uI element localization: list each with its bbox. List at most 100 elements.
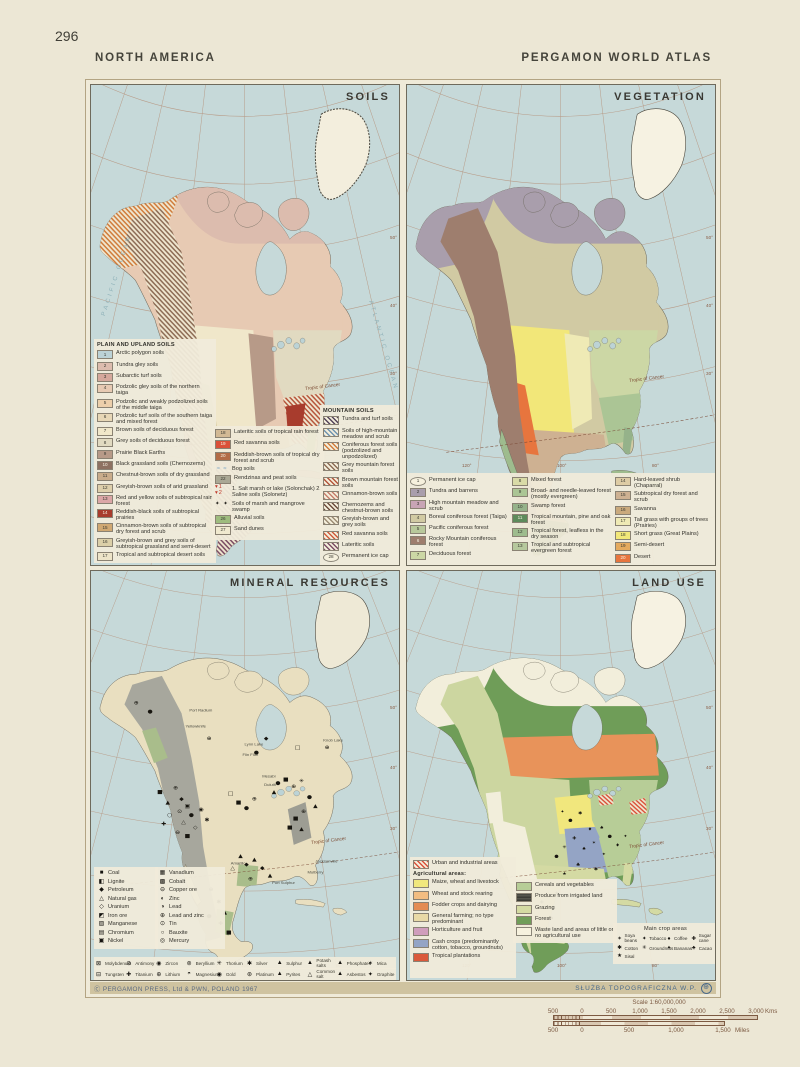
mineral-legend-item: ▲ Asbestos <box>336 969 366 979</box>
mineral-place-label: Knob Lake <box>323 738 343 743</box>
mineral-symbol-icon: ▲ <box>276 971 283 977</box>
landuse-legend-col1: Urban and industrial areas Agricultural … <box>410 857 516 978</box>
latitude-label: 50° <box>390 235 397 240</box>
mineral-symbol-icon: ◓ <box>187 971 191 977</box>
scale-km-tick: 1,500 <box>661 1008 677 1015</box>
legend-swatch: 2 <box>410 488 426 498</box>
svg-text:⊙: ⊙ <box>177 809 182 815</box>
legend-item: 14 Hard-leaved shrub (Chaparral) <box>615 477 709 489</box>
legend-label: Tundra and turf soils <box>342 416 393 423</box>
agency-label: SŁUŻBA TOPOGRAFICZNA W.P. <box>575 984 697 992</box>
imprint-strip: Ⓒ PERGAMON PRESS, Ltd & PWN, POLAND 1967… <box>90 982 716 994</box>
svg-text:✦: ✦ <box>623 834 627 840</box>
crop-label: Sugar cane <box>698 933 712 944</box>
mineral-legend-item: ◓ Magnesium <box>185 969 219 979</box>
mineral-label: Gold <box>225 971 236 977</box>
legend-label: Broad- and needle-leaved forest (mostly … <box>531 488 611 501</box>
crop-label: Groundnuts <box>649 945 674 951</box>
legend-label: Podzolic turf soils of the southern taig… <box>116 412 213 425</box>
legend-label: Pacific coniferous forest <box>429 525 489 532</box>
landuse-title: LAND USE <box>632 577 706 589</box>
svg-text:■: ■ <box>236 800 242 806</box>
legend-swatch <box>413 901 429 911</box>
legend-item: Grazing <box>516 904 614 914</box>
legend-label: Brown soils of deciduous forest <box>116 427 194 434</box>
mineral-label: Lithium <box>165 971 181 977</box>
legend-item: Maize, wheat and livestock <box>413 879 513 889</box>
legend-item: 26 Alluvial soils <box>215 514 321 524</box>
scale-km-unit: Kms <box>765 1008 778 1015</box>
legend-swatch: 7 <box>97 427 113 437</box>
legend-swatch: ▾1 ▾2 <box>215 483 223 496</box>
scale-km-tick: 1,000 <box>632 1008 648 1015</box>
legend-swatch: 9 <box>97 449 113 459</box>
soils-map-panel: SOILS PACIFIC OCEAN ATLANTIC OCEAN Tropi… <box>90 84 400 566</box>
legend-swatch: 14 <box>615 477 631 486</box>
legend-swatch <box>413 927 429 937</box>
mineral-place-label: Jacksonville <box>315 859 337 864</box>
svg-text:◆: ◆ <box>264 736 269 742</box>
crop-legend-item: ✱ Cotton <box>616 946 641 952</box>
legend-swatch: 26 <box>215 514 231 524</box>
legend-swatch <box>413 938 429 948</box>
svg-text:✱: ✱ <box>205 817 210 824</box>
legend-swatch: 17 <box>97 552 113 562</box>
legend-item: 11 Chestnut-brown soils of dry grassland <box>97 472 213 482</box>
svg-text:✚: ✚ <box>572 836 576 842</box>
legend-label: Greyish-brown and grey soils <box>342 516 390 529</box>
legend-label: Podzolic gley soils of the northern taig… <box>116 384 200 397</box>
legend-label: Lateritic soils <box>342 541 375 548</box>
mineral-label: Silver <box>256 960 268 966</box>
mineral-label: Zircon <box>165 960 179 966</box>
mineral-legend-item: ✳ Thorium <box>215 958 245 968</box>
mineral-legend-item: △ Natural gas <box>97 896 155 902</box>
legend-swatch: 12 <box>512 528 528 538</box>
svg-text:◉: ◉ <box>199 807 204 813</box>
latitude-label: 50° <box>390 705 397 710</box>
legend-item: 1 Permanent ice cap <box>410 477 509 486</box>
legend-item: Forest <box>516 915 614 925</box>
legend-swatch: 4 <box>410 513 426 523</box>
mineral-symbol-icon: ■ <box>99 870 104 876</box>
legend-swatch: 6 <box>97 412 113 422</box>
svg-text:□: □ <box>228 791 234 797</box>
mineral-legend-item: ◉ Zircon <box>154 958 184 968</box>
legend-swatch: 9 <box>512 488 528 498</box>
soils-title: SOILS <box>345 91 390 103</box>
legend-swatch: 13 <box>97 494 113 504</box>
legend-item: 13 Tropical and subtropical evergreen fo… <box>512 542 611 554</box>
crop-symbol-icon: ♦ <box>667 945 671 952</box>
agency-logo-icon: ⊕ <box>701 982 712 994</box>
legend-swatch <box>323 530 339 540</box>
mineral-label: Platinum <box>256 971 274 977</box>
minerals-legend-col1: ■ Coal ◧ Lignite ◆ Petroleum △ Natural g… <box>94 867 158 949</box>
legend-label: Semi-desert <box>634 542 665 549</box>
legend-swatch: 5 <box>97 398 113 408</box>
legend-swatch: 8 <box>512 477 528 486</box>
legend-item: Wheat and stock rearing <box>413 890 513 900</box>
crop-label: Coffee <box>674 935 688 941</box>
legend-label: Tundra gley soils <box>116 361 159 368</box>
svg-text:⊕: ⊕ <box>248 877 253 883</box>
legend-item: Produce from irrigated land <box>516 893 614 903</box>
latitude-label: 30° <box>706 826 713 831</box>
svg-text:△: △ <box>181 820 186 826</box>
legend-item: 15 Subtropical dry forest and scrub <box>615 491 709 503</box>
mineral-label: Graphite <box>376 971 395 977</box>
legend-label: Rocky Mountain coniferous forest <box>429 536 497 549</box>
landuse-legend-col2: Cereals and vegetables Produce from irri… <box>513 879 617 944</box>
legend-swatch: ≈ ≈ <box>216 466 228 473</box>
mineral-place-label: Mulberry <box>307 870 323 875</box>
svg-text:♠: ♠ <box>582 846 586 852</box>
mineral-place-label: Flin Flon <box>243 752 259 757</box>
legend-swatch <box>516 915 532 925</box>
legend-label: Chernozems and chestnut-brown soils <box>342 502 393 515</box>
mineral-label: Vanadium <box>169 870 194 877</box>
mineral-label: Lead <box>169 904 182 911</box>
legend-item: 2 Tundra and barrens <box>410 488 509 498</box>
latitude-label: 40° <box>706 303 713 308</box>
crop-symbol-icon: ✳ <box>641 945 647 952</box>
legend-swatch: 18 <box>615 531 631 541</box>
mineral-label: Potash salts <box>316 958 331 968</box>
mineral-legend-item: ⊠ Molybdenum <box>94 958 131 968</box>
